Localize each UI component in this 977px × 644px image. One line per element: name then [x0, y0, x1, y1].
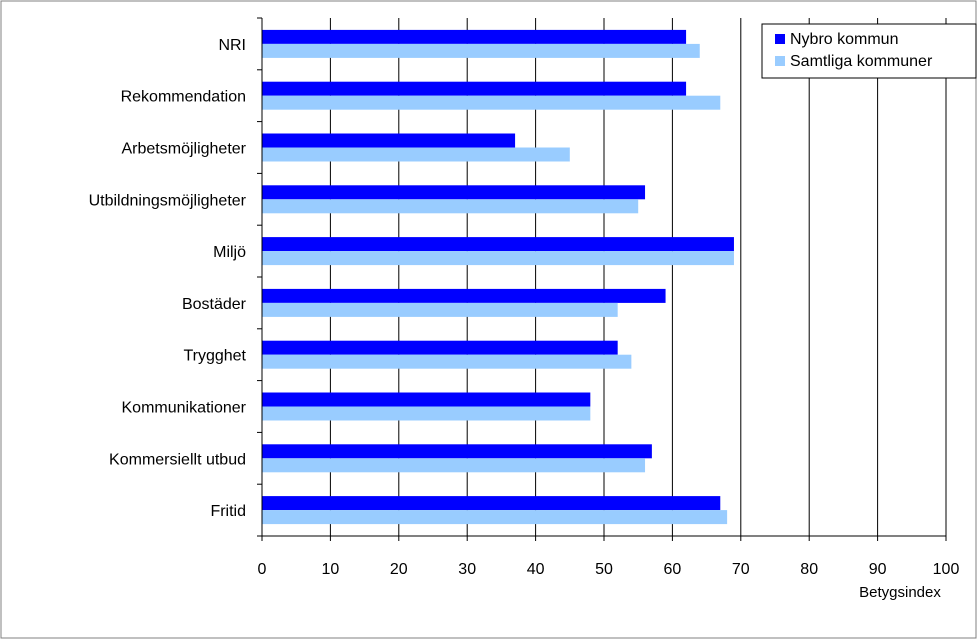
- bar-nybro: [262, 288, 666, 303]
- bar-samtliga: [262, 302, 618, 317]
- bar-samtliga: [262, 251, 734, 266]
- legend-swatch: [775, 56, 785, 66]
- bar-samtliga: [262, 147, 570, 162]
- x-tick-label: 100: [933, 561, 960, 578]
- x-tick-label: 50: [595, 561, 613, 578]
- legend-swatch: [775, 34, 785, 44]
- x-tick-label: 10: [322, 561, 340, 578]
- bar-nybro: [262, 444, 652, 459]
- x-tick-label: 60: [664, 561, 682, 578]
- category-label: Kommunikationer: [122, 400, 247, 417]
- category-label: Utbildningsmöjligheter: [89, 192, 247, 209]
- bar-nybro: [262, 81, 687, 96]
- x-tick-label: 70: [732, 561, 750, 578]
- x-tick-label: 20: [390, 561, 408, 578]
- bar-nybro: [262, 133, 516, 148]
- legend-box: [761, 23, 977, 79]
- bar-samtliga: [262, 510, 728, 525]
- bar-samtliga: [262, 43, 700, 58]
- bar-samtliga: [262, 199, 639, 214]
- bar-samtliga: [262, 354, 632, 369]
- bar-nybro: [262, 29, 687, 44]
- x-tick-label: 90: [869, 561, 887, 578]
- category-label: Bostäder: [182, 296, 247, 313]
- bar-samtliga: [262, 406, 591, 421]
- legend-label: Nybro kommun: [790, 31, 898, 48]
- bar-samtliga: [262, 95, 721, 110]
- x-tick-label: 80: [800, 561, 818, 578]
- bar-nybro: [262, 496, 721, 511]
- category-labels: NRI Rekommendation Arbetsmöjligheter Utbild…: [89, 37, 247, 520]
- category-label: Arbetsmöjligheter: [122, 141, 247, 158]
- bar-samtliga: [262, 458, 646, 473]
- category-label: Trygghet: [183, 348, 246, 365]
- category-label: Miljö: [213, 244, 246, 261]
- bar-nybro: [262, 237, 734, 252]
- category-label: Rekommendation: [121, 89, 246, 106]
- category-label: Fritid: [210, 503, 246, 520]
- x-tick-label: 40: [527, 561, 545, 578]
- bar-nybro: [262, 185, 646, 200]
- x-tick-label: 0: [258, 561, 267, 578]
- bar-nybro: [262, 340, 618, 355]
- category-label: Kommersiellt utbud: [109, 451, 246, 468]
- x-axis-title: Betygsindex: [859, 584, 941, 601]
- bar-nybro: [262, 392, 591, 407]
- legend-label: Samtliga kommuner: [790, 53, 933, 70]
- legend: Nybro kommun Samtliga kommuner: [761, 23, 977, 79]
- category-label: NRI: [218, 37, 246, 54]
- bars: [262, 29, 734, 525]
- x-tick-labels: 0 10 20 30 40 50 60 70 80 90 100: [258, 561, 960, 578]
- x-tick-label: 30: [458, 561, 476, 578]
